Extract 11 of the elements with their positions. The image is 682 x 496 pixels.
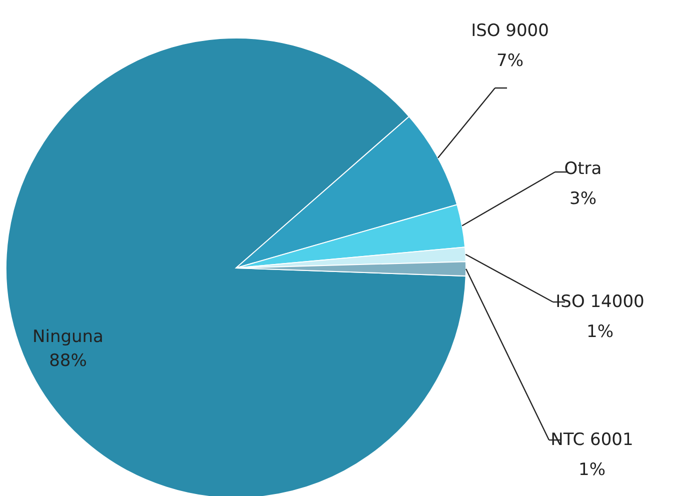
slice-label: ISO 14000: [556, 292, 644, 312]
data-label: 3%: [570, 189, 596, 209]
data-label: 1%: [586, 322, 614, 342]
data-label: 1%: [578, 460, 606, 480]
data-label: 88%: [49, 351, 87, 371]
slice-label: Ninguna: [32, 327, 104, 347]
pie-slice: [6, 38, 466, 496]
data-label: 7%: [496, 51, 524, 71]
slice-label: Otra: [564, 159, 602, 179]
slice-label: ISO 9000: [471, 21, 549, 41]
slice-label: NTC 6001: [550, 430, 634, 450]
